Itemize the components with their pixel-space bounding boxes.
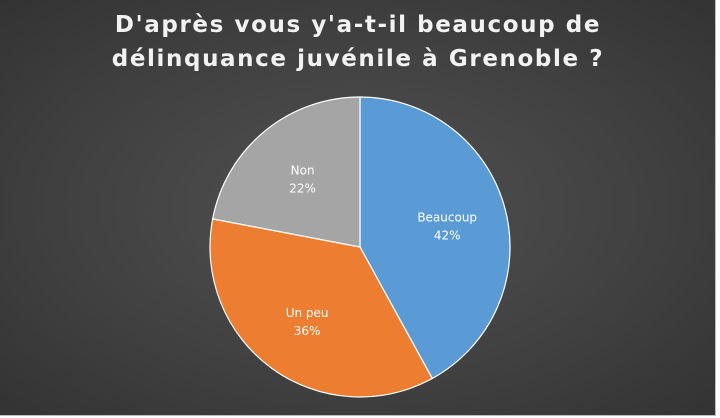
chart-title-line-2: délinquance juvénile à Grenoble ? <box>111 46 605 72</box>
pie-slice-beaucoup <box>359 96 511 380</box>
slice-value-label: 36% <box>294 324 321 338</box>
pie-slices <box>209 96 511 398</box>
pie-slice-un-peu <box>209 218 434 398</box>
slice-value-label: 42% <box>434 229 461 243</box>
pie-labels: Beaucoup 42% Un peu 36% Non 22% <box>286 164 477 338</box>
slice-category-label: Non <box>291 164 315 178</box>
pie-slice-non <box>211 96 361 248</box>
slice-category-label: Un peu <box>286 306 329 320</box>
chart-title-line-1: D'après vous y'a-t-il beaucoup de <box>114 12 602 38</box>
chart-title: D'après vous y'a-t-il beaucoup de délinq… <box>0 8 716 76</box>
slice-value-label: 22% <box>289 182 316 196</box>
slice-category-label: Beaucoup <box>417 211 477 225</box>
